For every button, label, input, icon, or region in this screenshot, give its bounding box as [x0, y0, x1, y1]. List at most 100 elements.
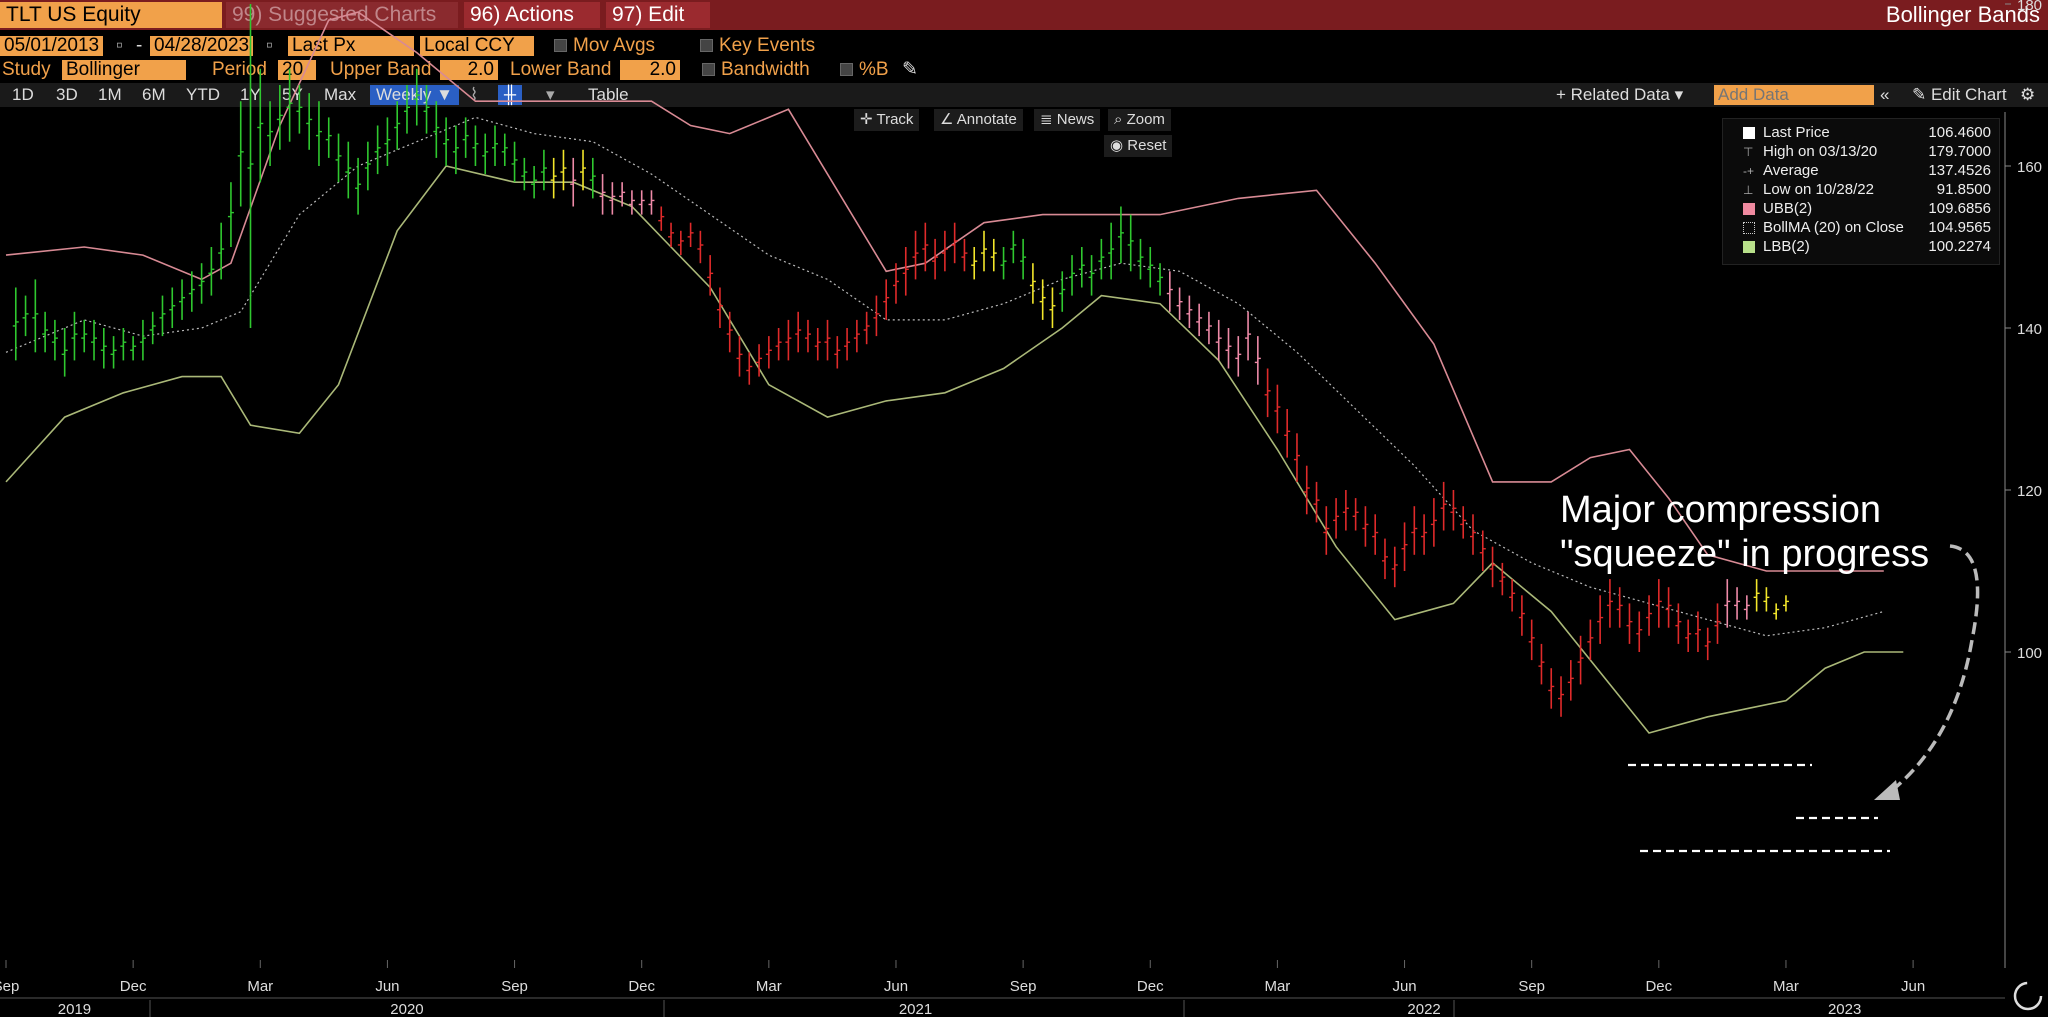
period-field[interactable]: 20 [278, 60, 316, 80]
collapse-icon[interactable]: « [1880, 85, 1890, 104]
price-bar [1381, 538, 1388, 580]
range-1d[interactable]: 1D [12, 85, 34, 104]
price-bar [941, 230, 948, 272]
squeeze-annotation: Major compression "squeeze" in progress [1560, 489, 1930, 575]
x-month-label: Sep [501, 978, 528, 995]
price-bar [1743, 595, 1750, 620]
legend-average: ‐+ Average 137.4526 [1743, 162, 1991, 179]
price-bar [1313, 481, 1320, 523]
annotation-arrow [1888, 544, 1980, 794]
price-bar [1685, 619, 1692, 652]
gear-icon[interactable]: ⚙ [2020, 85, 2036, 104]
price-bar [276, 85, 283, 150]
price-bar [139, 319, 146, 361]
pencil-icon[interactable]: ✎ [902, 59, 918, 80]
legend-low: ⊥ Low on 10/28/22 91.8500 [1743, 181, 1991, 198]
price-bar [658, 206, 665, 231]
price-bar [1293, 433, 1300, 482]
legend-swatch [1743, 222, 1755, 234]
magnifier-icon: ⌕ [1114, 111, 1127, 128]
price-bar [501, 133, 508, 166]
chevron-down-icon[interactable]: ▾ [546, 85, 555, 104]
table-button[interactable]: Table [588, 85, 629, 104]
price-bar [1323, 506, 1330, 555]
price-bar [883, 279, 890, 320]
price-bar [149, 311, 156, 345]
price-bar [1636, 611, 1643, 652]
range-6m[interactable]: 6M [142, 85, 166, 104]
add-data-input[interactable] [1714, 85, 1874, 105]
key-events-toggle[interactable]: Key Events [700, 36, 815, 56]
crosshair-icon: ✛ [860, 111, 877, 128]
ticker-field[interactable]: TLT US Equity [0, 2, 222, 28]
y-tick-label: 140 [2017, 321, 2042, 338]
price-bar [599, 174, 606, 215]
edit-chart-button[interactable]: ✎ Edit Chart [1912, 85, 2007, 105]
study-select[interactable]: Bollinger [62, 60, 186, 80]
price-bar [1714, 603, 1721, 644]
range-3d[interactable]: 3D [56, 85, 78, 104]
edit-menu[interactable]: 97) Edit [606, 2, 710, 28]
frequency-select[interactable]: Weekly ▼ [370, 85, 459, 105]
range-5y[interactable]: 5Y [282, 85, 303, 104]
refresh-icon[interactable] [2013, 981, 2043, 1011]
page-title: Bollinger Bands [1885, 2, 2040, 27]
start-date-field[interactable]: 05/01/2013 [0, 36, 104, 56]
checkbox-icon [702, 63, 715, 77]
bar-chart-icon[interactable]: ╫ [498, 85, 523, 105]
upper-band-field[interactable]: 2.0 [440, 60, 498, 80]
price-bar [1460, 506, 1467, 539]
price-bar [286, 68, 293, 142]
price-bar [951, 222, 958, 264]
price-bar [1147, 247, 1154, 288]
x-month-label: Jun [375, 978, 399, 995]
price-bar [971, 247, 978, 280]
price-bar [1430, 498, 1437, 547]
range-max[interactable]: Max [324, 85, 357, 104]
news-label: News [1056, 111, 1095, 128]
range-ytd[interactable]: YTD [186, 85, 220, 104]
pctb-toggle[interactable]: %B [840, 60, 889, 80]
track-tool[interactable]: ✛ Track [854, 109, 920, 131]
news-tool[interactable]: ≣ News [1034, 109, 1101, 131]
price-bar [814, 328, 821, 361]
price-bar [1069, 255, 1076, 296]
price-bar [51, 319, 58, 361]
zoom-tool[interactable]: ⌕ Zoom [1108, 109, 1171, 131]
calendar-icon[interactable]: ▫ [266, 35, 273, 56]
price-bar [1039, 279, 1046, 320]
related-data-button[interactable]: + Related Data ▾ [1556, 85, 1684, 104]
price-bar [795, 311, 802, 353]
line-chart-icon[interactable]: ⌇ [470, 85, 479, 104]
actions-menu[interactable]: 96) Actions [464, 2, 600, 28]
range-1m[interactable]: 1M [98, 85, 122, 104]
end-date-field[interactable]: 04/28/2023 [150, 36, 254, 56]
price-bar [1342, 490, 1349, 531]
y-tick-label: 120 [2017, 483, 2042, 500]
annotate-label: Annotate [956, 111, 1017, 128]
x-year-label: 2023 [1828, 1001, 1861, 1017]
calendar-icon[interactable]: ▫ [116, 35, 123, 56]
annotate-tool[interactable]: ∠ Annotate [934, 109, 1023, 131]
price-bar [1440, 481, 1447, 531]
reset-button[interactable]: ◉ Reset [1104, 135, 1173, 157]
price-bar [1059, 271, 1066, 312]
mov-avgs-toggle[interactable]: Mov Avgs [554, 36, 655, 56]
price-bar [403, 85, 410, 134]
price-bar [1372, 514, 1379, 555]
price-bar [1303, 465, 1310, 515]
track-label: Track [876, 111, 914, 128]
price-bar [668, 222, 675, 247]
price-bar [560, 149, 567, 191]
lower-band-field[interactable]: 2.0 [620, 60, 680, 80]
currency-select[interactable]: Local CCY [420, 36, 534, 56]
price-bar [169, 287, 176, 328]
price-bar [1773, 603, 1780, 620]
price-bar [1577, 635, 1584, 685]
suggested-charts-menu[interactable]: 99) Suggested Charts [226, 2, 458, 28]
price-bar [1782, 595, 1789, 612]
x-month-label: Mar [247, 978, 273, 995]
bandwidth-toggle[interactable]: Bandwidth [702, 60, 810, 80]
price-bar [1264, 368, 1271, 418]
